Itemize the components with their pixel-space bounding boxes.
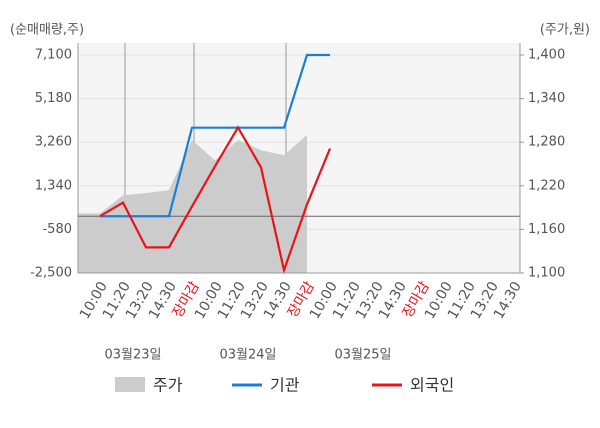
y-tick-label: -580 bbox=[42, 222, 72, 237]
x-group-label: 03월25일 bbox=[334, 348, 391, 363]
y2-tick-label: 1,340 bbox=[528, 91, 565, 106]
series-line bbox=[99, 125, 332, 275]
y-tick-label: 5,180 bbox=[35, 91, 72, 106]
y-tick-label: 3,260 bbox=[35, 135, 72, 150]
legend-label: 주가 bbox=[153, 376, 183, 395]
legend-label: 기관 bbox=[270, 376, 300, 395]
y2-tick-label: 1,220 bbox=[528, 178, 565, 193]
legend-item: 주가 bbox=[115, 376, 183, 395]
y2-tick-label: 1,280 bbox=[528, 135, 565, 150]
x-group-label: 03월24일 bbox=[219, 348, 276, 363]
y-axis-label: (순매매량,주) bbox=[10, 23, 84, 38]
legend-label: 외국인 bbox=[410, 376, 454, 395]
y2-tick-label: 1,400 bbox=[528, 48, 565, 63]
y2-tick-label: 1,160 bbox=[528, 222, 565, 237]
y2-axis-label: (주가,원) bbox=[540, 23, 590, 38]
legend-item: 기관 bbox=[232, 376, 300, 395]
y-tick-label: 7,100 bbox=[35, 48, 72, 63]
legend-item: 외국인 bbox=[372, 376, 454, 395]
y-tick-label: 1,340 bbox=[35, 178, 72, 193]
y-tick-label: -2,500 bbox=[30, 266, 72, 281]
y2-tick-label: 1,100 bbox=[528, 266, 565, 281]
series-line bbox=[100, 53, 330, 218]
x-group-label: 03월23일 bbox=[104, 348, 161, 363]
legend-swatch bbox=[115, 377, 145, 392]
